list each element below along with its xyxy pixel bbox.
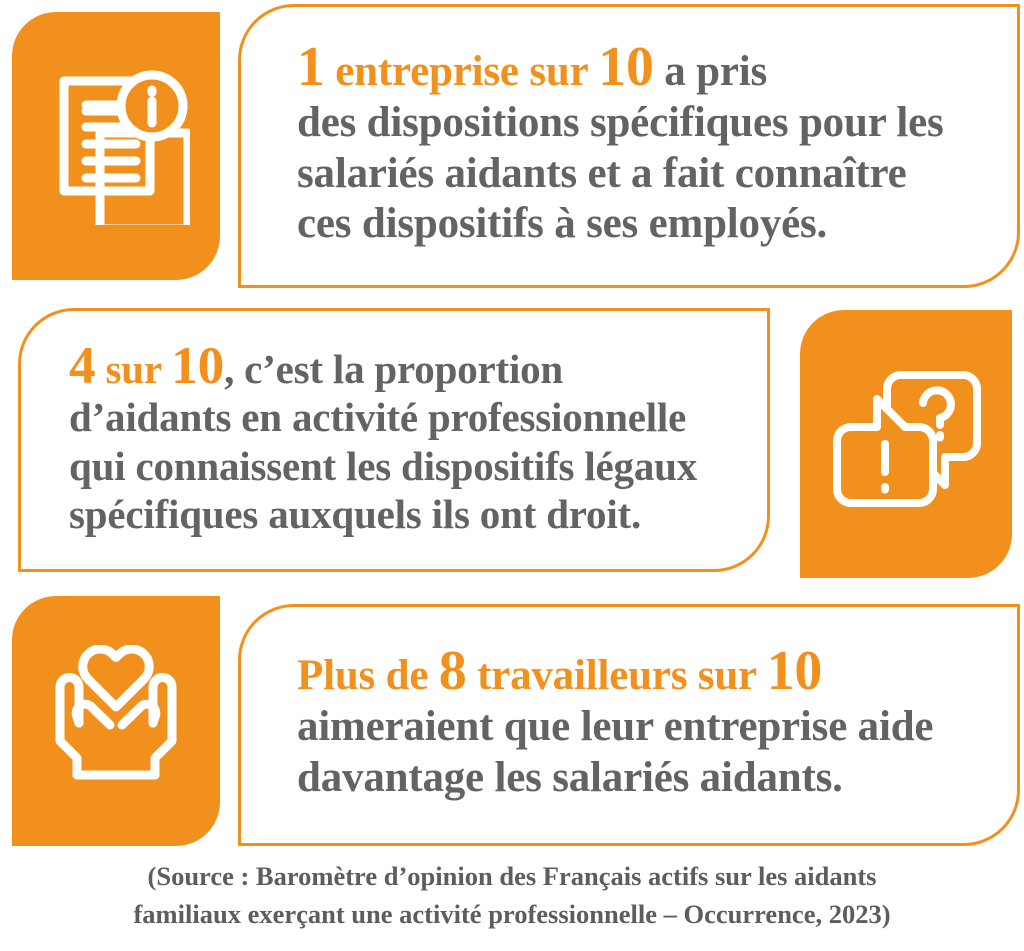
question-exclamation-bubbles-icon-tile [800,310,1012,578]
hands-heart-icon [37,645,195,797]
stat-number: 1 [297,36,325,99]
source-line-2: familiaux exerçant une activité professi… [133,898,891,929]
stat-number: 4 [69,335,96,395]
document-info-icon [42,67,190,225]
stat-number: 10 [598,36,654,99]
stat-card-1-line-2: des dispositions spécifiques pour les [297,98,944,146]
stat-card-1-line-4: ces dispositifs à ses employés. [297,200,828,248]
stat-card-2-line-2: d’aidants en activité professionnelle [69,394,687,441]
stat-card-2-line-4: spécifiques auxquels ils ont droit. [69,490,642,537]
stat-card-1: 1 entreprise sur 10 a pris des dispositi… [238,4,1020,288]
stat-number: 8 [438,640,467,703]
stat-card-1-text: 1 entreprise sur 10 a pris des dispositi… [241,39,1017,250]
stat-card-2-line-1: 4 sur 10, c’est la proportion [69,339,745,393]
source-line-1: (Source : Baromètre d’opinion des França… [147,861,877,891]
stat-label-part: entreprise sur [324,48,599,96]
stat-card-3: Plus de 8 travailleurs sur 10 aimeraient… [238,604,1020,846]
stat-card-3-line-1: Plus de 8 travailleurs sur 10 [297,643,987,702]
stat-label-part: sur [95,345,172,392]
hands-heart-icon-tile [12,596,220,846]
stat-number: 10 [171,335,225,395]
stat-label-part: Plus de [297,652,439,700]
stat-label-part: a pris [653,48,768,96]
stat-card-1-line-1: 1 entreprise sur 10 a pris [297,39,987,98]
stat-number: 10 [766,640,823,703]
question-exclamation-bubbles-icon [828,365,984,523]
stat-label-part: travailleurs sur [466,652,767,700]
stat-label-part: , c’est la proportion [224,345,564,392]
stat-card-2-text: 4 sur 10, c’est la proportion d’aidants … [21,339,767,539]
document-info-icon-tile [12,12,220,280]
stat-card-1-line-3: salariés aidants et a fait connaître [297,149,907,197]
source-citation: (Source : Baromètre d’opinion des França… [0,858,1024,933]
stat-card-3-text: Plus de 8 travailleurs sur 10 aimeraient… [241,643,1017,803]
stat-card-2: 4 sur 10, c’est la proportion d’aidants … [18,308,770,572]
stat-card-3-line-3: davantage les salariés aidants. [297,753,843,801]
stat-card-3-line-2: aimeraient que leur entreprise aide [297,703,934,751]
stat-card-2-line-3: qui connaissent les dispositifs légaux [69,442,698,489]
